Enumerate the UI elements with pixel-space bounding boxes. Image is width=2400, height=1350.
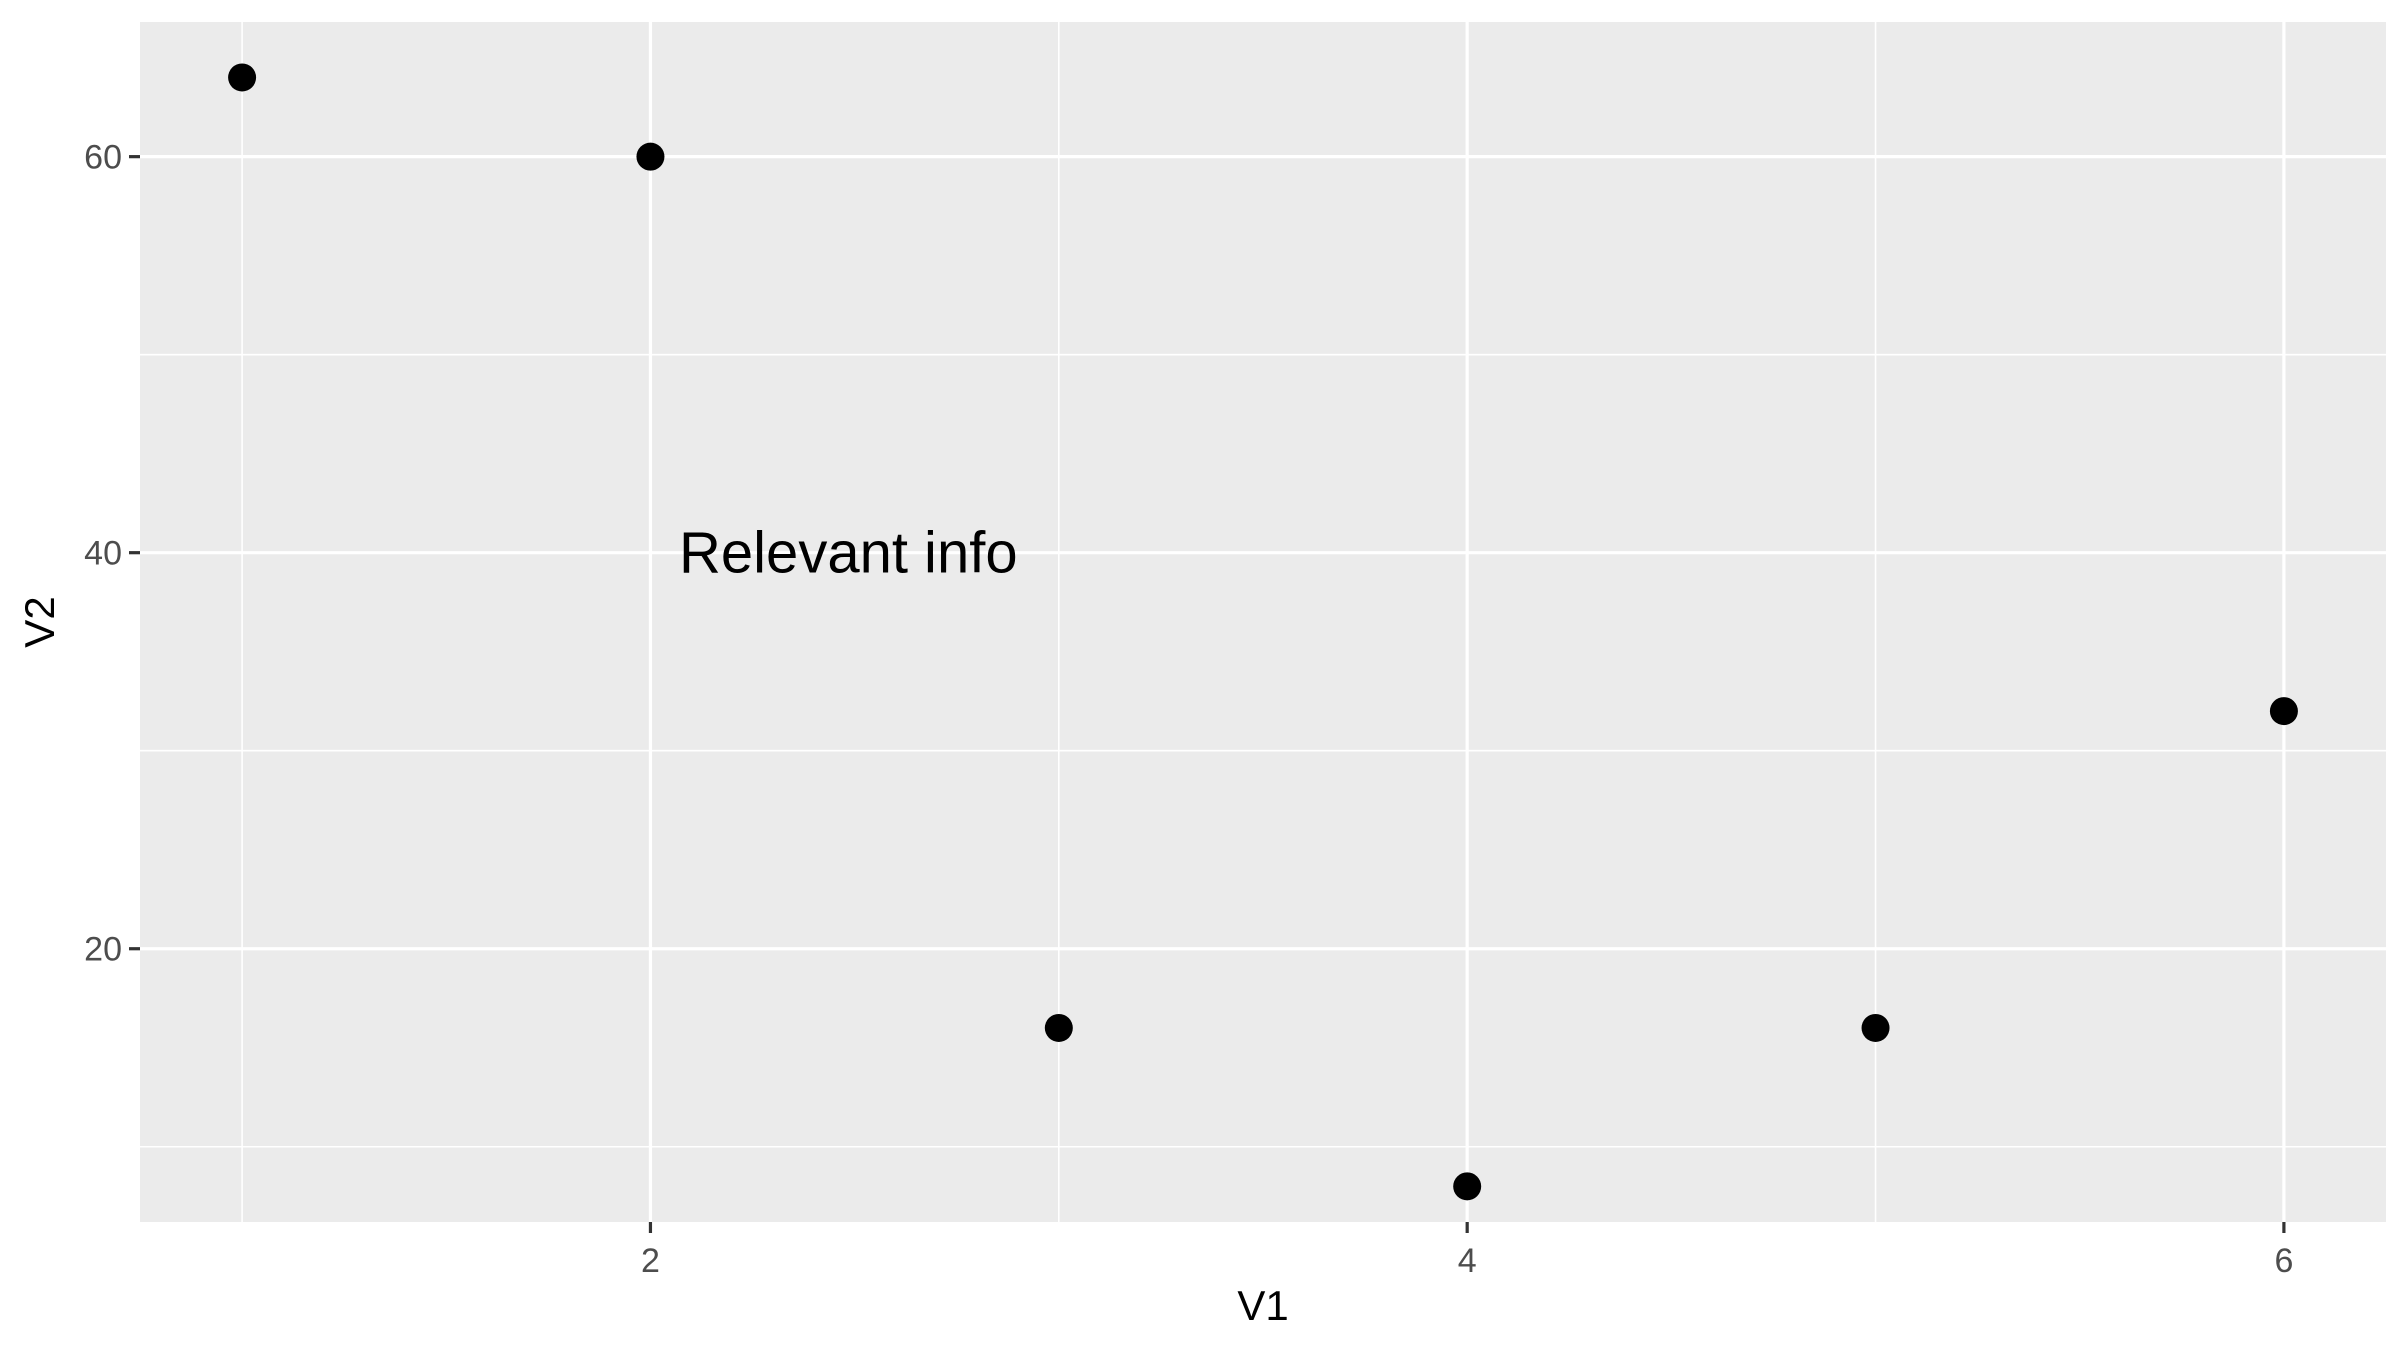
axis-ticks: 2 4 6 20 40 60 <box>84 139 2293 1280</box>
y-tick-label: 60 <box>84 139 122 177</box>
data-point <box>2269 697 2298 726</box>
data-point <box>636 142 665 171</box>
data-point <box>1453 1172 1482 1201</box>
data-points <box>228 63 2298 1201</box>
y-tick-label: 20 <box>84 931 122 969</box>
annotations: Relevant info <box>679 521 1018 586</box>
x-tick-label: 2 <box>641 1242 660 1280</box>
x-tick-label: 4 <box>1458 1242 1477 1280</box>
major-gridlines <box>140 22 2386 1222</box>
data-point <box>1861 1013 1890 1042</box>
y-tick-label: 40 <box>84 535 122 573</box>
plot-panel <box>140 22 2386 1222</box>
annotation-text: Relevant info <box>679 521 1018 586</box>
x-axis-title: V1 <box>1237 1282 1288 1329</box>
minor-gridlines <box>140 22 2386 1222</box>
data-point <box>228 63 257 92</box>
x-tick-label: 6 <box>2274 1242 2293 1280</box>
data-point <box>1044 1013 1073 1042</box>
y-axis-title: V2 <box>16 596 63 647</box>
